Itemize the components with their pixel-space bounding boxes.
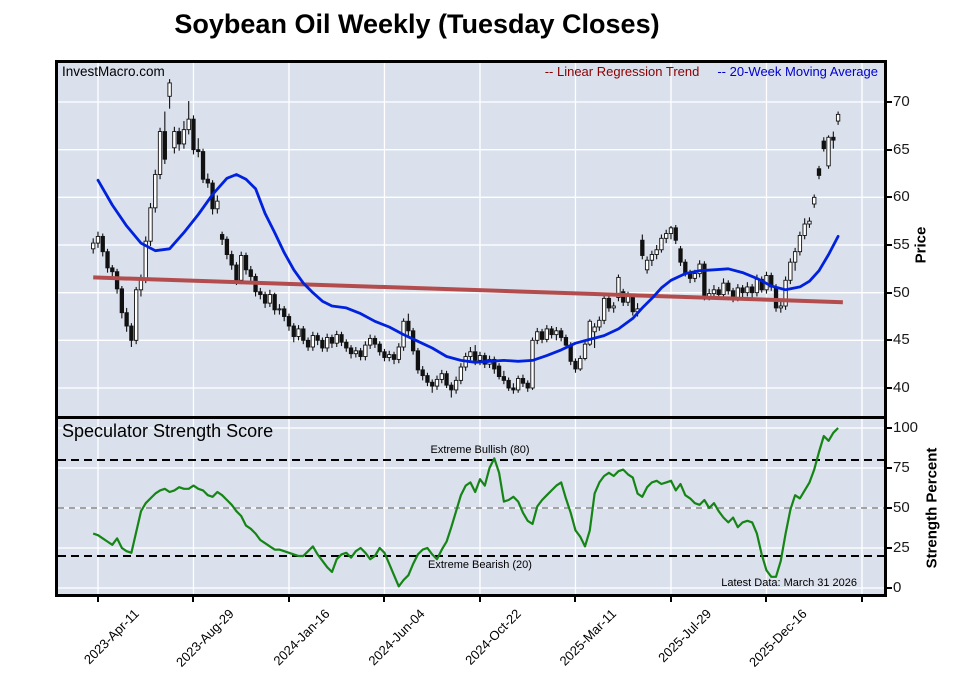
- x-tick-mark: [192, 597, 195, 602]
- price-tick-label: 50: [893, 283, 910, 301]
- legend-regression-label: -- Linear Regression Trend: [544, 64, 700, 79]
- price-tick-label: 60: [893, 188, 910, 206]
- watermark-investmacro: InvestMacro.com: [62, 64, 165, 79]
- strength-tick-label: 0: [893, 579, 902, 596]
- strength-tick-label: 25: [893, 539, 910, 556]
- price-tick-mark: [887, 339, 892, 342]
- price-tick-mark: [887, 386, 892, 389]
- strength-score-line: [92, 427, 839, 588]
- chart-frame: [55, 60, 887, 597]
- x-tick-mark: [96, 597, 99, 602]
- strength-tick-mark: [887, 427, 892, 429]
- price-tick-label: 70: [893, 93, 910, 110]
- panel-divider: [58, 416, 884, 419]
- moving-average-line: [96, 173, 840, 364]
- x-tick-mark: [287, 597, 290, 602]
- price-tick-mark: [887, 101, 892, 103]
- extreme-bearish-label: Extreme Bearish (20): [428, 559, 532, 571]
- strength-tick-mark: [887, 587, 892, 589]
- price-tick-mark: [887, 243, 892, 246]
- x-tick-label: 2024-Jun-04: [365, 606, 429, 669]
- strength-tick-label: 50: [893, 499, 910, 516]
- strength-tick-mark: [887, 467, 892, 469]
- x-tick-label: 2025-Mar-11: [556, 606, 620, 669]
- x-tick-label: 2025-Dec-16: [746, 606, 811, 670]
- price-tick-mark: [887, 196, 892, 199]
- price-tick-label: 55: [893, 235, 910, 253]
- x-tick-mark: [860, 597, 863, 602]
- x-tick-mark: [383, 597, 386, 602]
- strength-tick-mark: [887, 547, 892, 549]
- x-tick-mark: [478, 597, 481, 602]
- extreme-bullish-label: Extreme Bullish (80): [430, 444, 530, 456]
- x-tick-mark: [574, 597, 577, 602]
- price-panel: [58, 63, 884, 416]
- x-tick-mark: [669, 597, 672, 602]
- legend: -- Linear Regression Trend -- 20-Week Mo…: [545, 64, 878, 79]
- strength-panel: [58, 419, 884, 594]
- chart-title: Soybean Oil Weekly (Tuesday Closes): [174, 9, 660, 39]
- regression-trend-line: [93, 275, 843, 305]
- price-tick-mark: [887, 148, 892, 151]
- latest-data-annotation: Latest Data: March 31 2026: [721, 577, 857, 589]
- x-tick-label: 2023-Apr-11: [80, 606, 142, 668]
- price-tick-mark: [887, 291, 892, 294]
- x-tick-label: 2023-Aug-29: [173, 606, 238, 670]
- strength-panel-title: Speculator Strength Score: [62, 421, 274, 441]
- strength-tick-mark: [887, 507, 892, 509]
- x-tick-label: 2025-Jul-29: [655, 606, 715, 666]
- x-tick-label: 2024-Oct-22: [461, 606, 524, 668]
- candlestick-series: [91, 79, 841, 398]
- x-tick-label: 2024-Jan-16: [270, 606, 333, 669]
- strength-tick-label: 100: [893, 419, 919, 436]
- price-tick-label: 40: [893, 378, 910, 396]
- legend-moving-average-label: -- 20-Week Moving Average: [717, 64, 878, 79]
- price-tick-label: 65: [893, 140, 910, 158]
- price-tick-label: 45: [893, 331, 910, 349]
- strength-tick-label: 75: [893, 459, 910, 476]
- strength-gridlines: [58, 419, 884, 594]
- price-gridlines: [58, 63, 884, 416]
- x-tick-mark: [765, 597, 768, 602]
